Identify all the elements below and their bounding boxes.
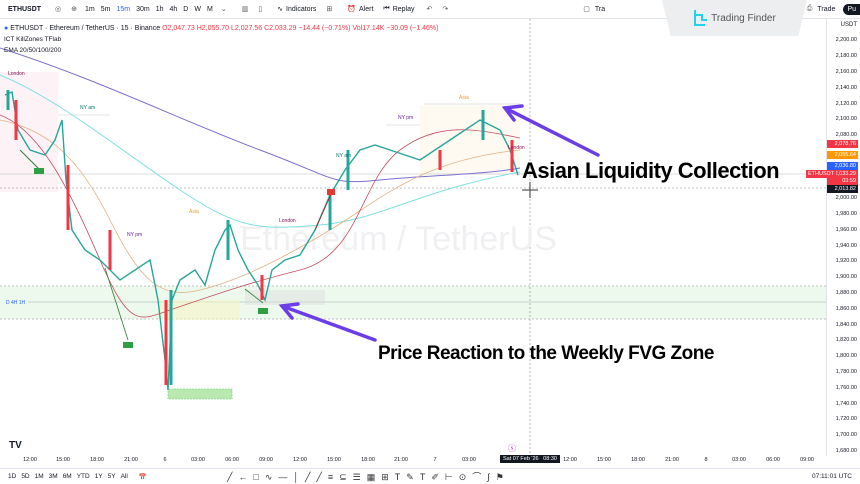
svg-text:Asia: Asia xyxy=(189,209,199,215)
bar-countdown: 03:59 xyxy=(827,177,858,185)
hline-icon[interactable]: — xyxy=(278,472,294,482)
parallel-channel-icon[interactable]: ≡ xyxy=(327,472,340,482)
tf-4h[interactable]: 4h xyxy=(169,5,178,13)
pitchfork-icon[interactable]: ⊆ xyxy=(339,472,353,482)
price-tag-ema50: 2,055.64 xyxy=(827,151,858,159)
clock[interactable]: 07:11:01 UTC xyxy=(812,473,852,480)
indicator-ema[interactable]: EMA 20/50/100/200 xyxy=(4,47,62,54)
range-5y[interactable]: 5Y xyxy=(107,473,116,480)
tf-15m[interactable]: 15m xyxy=(116,5,131,13)
currency-select[interactable]: USDT xyxy=(840,22,857,28)
replay-icon: ⏮ xyxy=(383,5,390,12)
tf-5m[interactable]: 5m xyxy=(100,5,111,13)
legend-title-row: ● ETHUSDT · Ethereum / TetherUS · 15 · B… xyxy=(4,25,439,32)
svg-text:NY am: NY am xyxy=(80,105,95,111)
svg-text:Asia: Asia xyxy=(459,95,469,101)
alert-button[interactable]: ⏰ Alert xyxy=(347,5,374,14)
tf-m[interactable]: M xyxy=(206,5,213,13)
layouts-icon[interactable]: ⊞ xyxy=(326,6,333,13)
range-1d[interactable]: 1D xyxy=(8,473,17,480)
chart-canvas[interactable]: Ethereum / TetherUS London NY am NY pm A… xyxy=(0,19,826,456)
price-tag-crosshair: 2,013.82 xyxy=(827,185,858,193)
redo-icon[interactable]: ↷ xyxy=(442,6,449,13)
range-3m[interactable]: 3M xyxy=(48,473,58,480)
svg-text:London: London xyxy=(279,218,296,224)
eye-icon[interactable]: ◎ xyxy=(55,6,62,13)
circle-icon[interactable]: ⊙ xyxy=(458,472,473,482)
add-symbol-icon[interactable]: ⊕ xyxy=(71,6,77,13)
flag-icon[interactable]: ⚑ xyxy=(495,472,510,482)
tf-w[interactable]: W xyxy=(194,5,201,13)
trading-panel-icon[interactable]: ▢ xyxy=(583,6,590,13)
candle-style-icon[interactable]: ▯ xyxy=(258,6,263,13)
rectangle-icon[interactable]: □ xyxy=(253,472,265,482)
time-axis[interactable]: 12:00 15:00 18:00 21:00 6 03:00 06:00 09… xyxy=(23,455,814,463)
tf-30m[interactable]: 30m xyxy=(136,5,150,13)
brush-icon[interactable]: ✎ xyxy=(406,472,420,482)
range-5d[interactable]: 5D xyxy=(21,473,30,480)
alert-icon: ⏰ xyxy=(347,6,356,13)
fib-icon[interactable]: ☰ xyxy=(352,472,367,482)
text-anchored-icon[interactable]: T xyxy=(394,472,407,482)
trading-panel-label[interactable]: Tra xyxy=(594,5,606,13)
range-all[interactable]: All xyxy=(120,473,128,480)
curve-icon[interactable]: ∫ xyxy=(487,472,496,482)
trading-finder-logo-icon xyxy=(694,10,708,26)
svg-text:NY am: NY am xyxy=(336,153,351,159)
extended-line-icon[interactable]: ╱ xyxy=(316,472,328,482)
indicator-killzones[interactable]: ICT KillZones TFlab xyxy=(4,36,62,43)
svg-text:London: London xyxy=(508,145,525,151)
price-tag-ema20: 2,078.76 xyxy=(827,140,858,148)
bottom-toolbar: 1D 5D 1M 3M 6M YTD 1Y 5Y All 📅 ╱←□∿—│╱╱≡… xyxy=(0,468,860,484)
price-tag-ema100: 2,036.80 xyxy=(827,162,858,170)
price-tag-last: 2,033.29 xyxy=(827,170,858,178)
annotation-asian-liquidity: Asian Liquidity Collection xyxy=(522,158,780,183)
range-ytd[interactable]: YTD xyxy=(76,473,90,480)
drawing-tools: ╱←□∿—│╱╱≡⊆☰▦⊞T✎T✐⊢⊙⌒∫⚑ xyxy=(227,470,510,483)
top-toolbar: ETHUSDT ◎ ⊕ 1m 5m 15m 30m 1h 4h D W M ⌄ … xyxy=(0,0,860,19)
measure-icon[interactable]: ⊢ xyxy=(444,472,459,482)
trading-finder-logo: Trading Finder xyxy=(662,0,807,36)
range-1y[interactable]: 1Y xyxy=(94,473,103,480)
path-icon[interactable]: ∿ xyxy=(264,472,279,482)
pen-icon[interactable]: ✐ xyxy=(431,472,445,482)
undo-icon[interactable]: ↶ xyxy=(426,6,433,13)
bar-style-icon[interactable]: ▥ xyxy=(241,6,249,13)
vline-icon[interactable]: │ xyxy=(293,472,305,482)
chart-legend: ● ETHUSDT · Ethereum / TetherUS · 15 · B… xyxy=(4,23,439,56)
price-axis[interactable]: USDT 2,200.00 2,180.00 2,160.00 2,140.00… xyxy=(826,19,860,456)
chevron-down-icon[interactable]: ⌄ xyxy=(220,6,227,13)
range-1m[interactable]: 1M xyxy=(34,473,44,480)
trendline-icon[interactable]: ╱ xyxy=(226,472,239,482)
flash-icon[interactable]: ⓢ xyxy=(508,444,516,453)
range-6m[interactable]: 6M xyxy=(62,473,72,480)
goto-date-icon[interactable]: 📅 xyxy=(138,473,147,481)
arc-icon[interactable]: ⌒ xyxy=(472,472,488,482)
tf-1m[interactable]: 1m xyxy=(84,5,95,13)
trade-button[interactable]: Trade xyxy=(817,5,836,13)
tradingview-logo: TV xyxy=(9,440,22,451)
symbol-search[interactable]: ETHUSDT xyxy=(8,5,42,13)
gann-icon[interactable]: ▦ xyxy=(366,472,382,482)
watermark: Ethereum / TetherUS xyxy=(240,220,557,258)
publish-button[interactable]: Pu xyxy=(843,3,860,15)
svg-text:NY pm: NY pm xyxy=(127,232,142,238)
indicators-icon: ∿ xyxy=(277,6,284,13)
symbol-logo-icon: ● xyxy=(4,25,9,32)
crosshair-time-label: Sat 07 Feb '26 08:30 xyxy=(500,455,560,463)
replay-button[interactable]: ⏮ Replay xyxy=(383,5,415,13)
horizontal-ray-icon[interactable]: ← xyxy=(238,472,254,482)
annotation-fvg-reaction: Price Reaction to the Weekly FVG Zone xyxy=(378,343,714,364)
svg-text:D 4H 1H: D 4H 1H xyxy=(6,300,26,306)
ray-icon[interactable]: ╱ xyxy=(304,472,317,482)
indicators-button[interactable]: ∿ Indicators xyxy=(277,5,317,14)
tf-1h[interactable]: 1h xyxy=(155,5,164,13)
text-icon[interactable]: T xyxy=(419,472,432,482)
symbol-tag: ETHUSDT xyxy=(806,170,836,178)
grid-icon[interactable]: ⊞ xyxy=(381,472,395,482)
svg-text:London: London xyxy=(8,71,25,77)
snapshot-icon[interactable]: ⎙ xyxy=(806,5,813,12)
svg-text:NY pm: NY pm xyxy=(398,115,413,121)
tf-d[interactable]: D xyxy=(183,5,189,13)
